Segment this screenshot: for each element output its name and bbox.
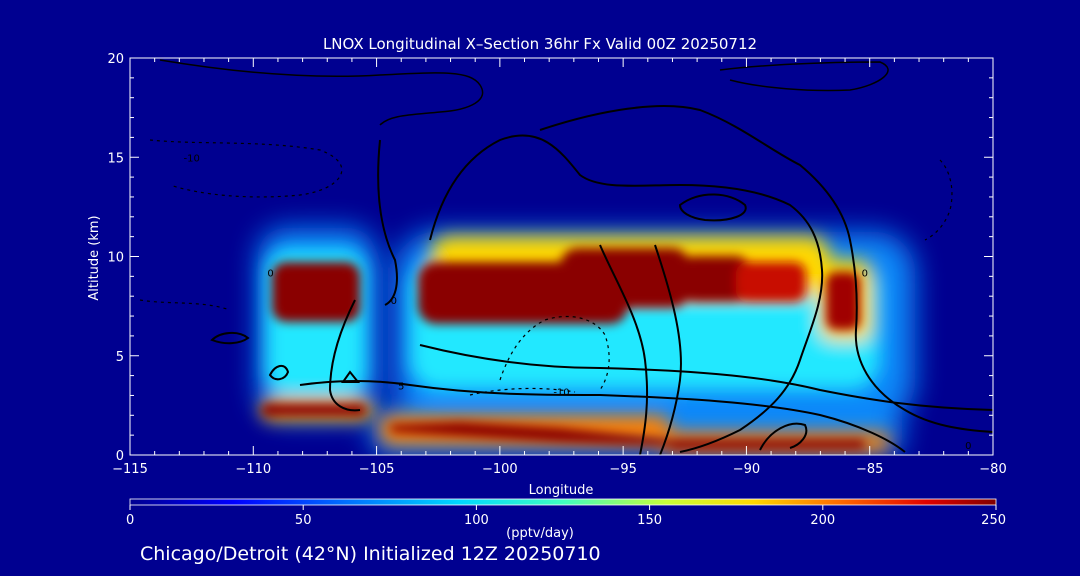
contour-dashed [139,299,231,311]
x-tick-label: −80 [979,462,1006,477]
x-tick-label: −95 [609,462,636,477]
colorbar-tick-label: 50 [295,513,312,528]
contour-dashed [469,387,576,396]
field-core [262,248,865,449]
y-tick-label: 0 [116,449,124,464]
x-tick-label: −115 [112,462,148,477]
contour-solid [539,105,993,433]
y-axis-label: Altitude (km) [87,215,102,300]
lnox-field [258,228,915,455]
colorbar-tick-label: 0 [126,513,134,528]
contour-solid [299,380,906,453]
contour-solid [719,61,889,92]
init-footer: Chicago/Detroit (42°N) Initialized 12Z 2… [140,543,601,565]
contour-dashed [149,139,343,198]
x-axis-ticks: −115 −110 −105 −100 −95 −90 −85 −80 [112,58,1007,477]
y-tick-label: 10 [107,251,124,266]
x-tick-label: −90 [733,462,760,477]
contour-solid [419,344,993,411]
y-tick-label: 20 [107,52,124,67]
contour-label: 0 [267,268,273,279]
contour-solid [268,364,290,381]
contour-dashed [924,159,953,241]
y-axis-ticks: 0 5 10 15 20 [107,52,993,464]
contour-solid [759,422,808,451]
x-tick-label: −85 [856,462,883,477]
colorbar-tick-label: 100 [464,513,489,528]
contour-label: -10 [183,153,199,164]
colorbar-tick-label: 250 [981,513,1006,528]
contour-solid [341,370,361,383]
contour-solid [654,244,682,455]
contour-label: 5 [398,382,404,393]
colorbar-unit-label: (pptv/day) [506,526,574,541]
contour-solid [210,332,250,345]
contour-label: 0 [862,268,868,279]
x-axis-label: Longitude [529,483,594,498]
contour-labels: 0 0 0 0 -10 -10 5 [183,153,971,452]
contour-solid [599,244,649,455]
contour-label: 0 [965,441,971,452]
contour-label: 0 [391,296,397,307]
x-tick-label: −100 [482,462,518,477]
contour-solid [429,134,824,453]
contour-solid [159,59,484,126]
colorbar-ticks: 0 50 100 150 200 250 [126,505,1006,528]
contour-dashed [499,315,610,391]
contour-label: -10 [553,387,569,398]
contour-lines [139,59,993,455]
y-tick-label: 15 [107,151,124,166]
chart-title: LNOX Longitudinal X–Section 36hr Fx Vali… [322,35,758,53]
x-tick-label: −110 [235,462,271,477]
colorbar-tick-label: 200 [810,513,835,528]
colorbar-tick-label: 150 [637,513,662,528]
contour-solid [377,139,398,306]
contour-solid [328,299,361,412]
contour-solid [678,193,747,222]
x-tick-label: −105 [359,462,395,477]
y-tick-label: 5 [116,350,124,365]
colorbar [129,498,997,506]
